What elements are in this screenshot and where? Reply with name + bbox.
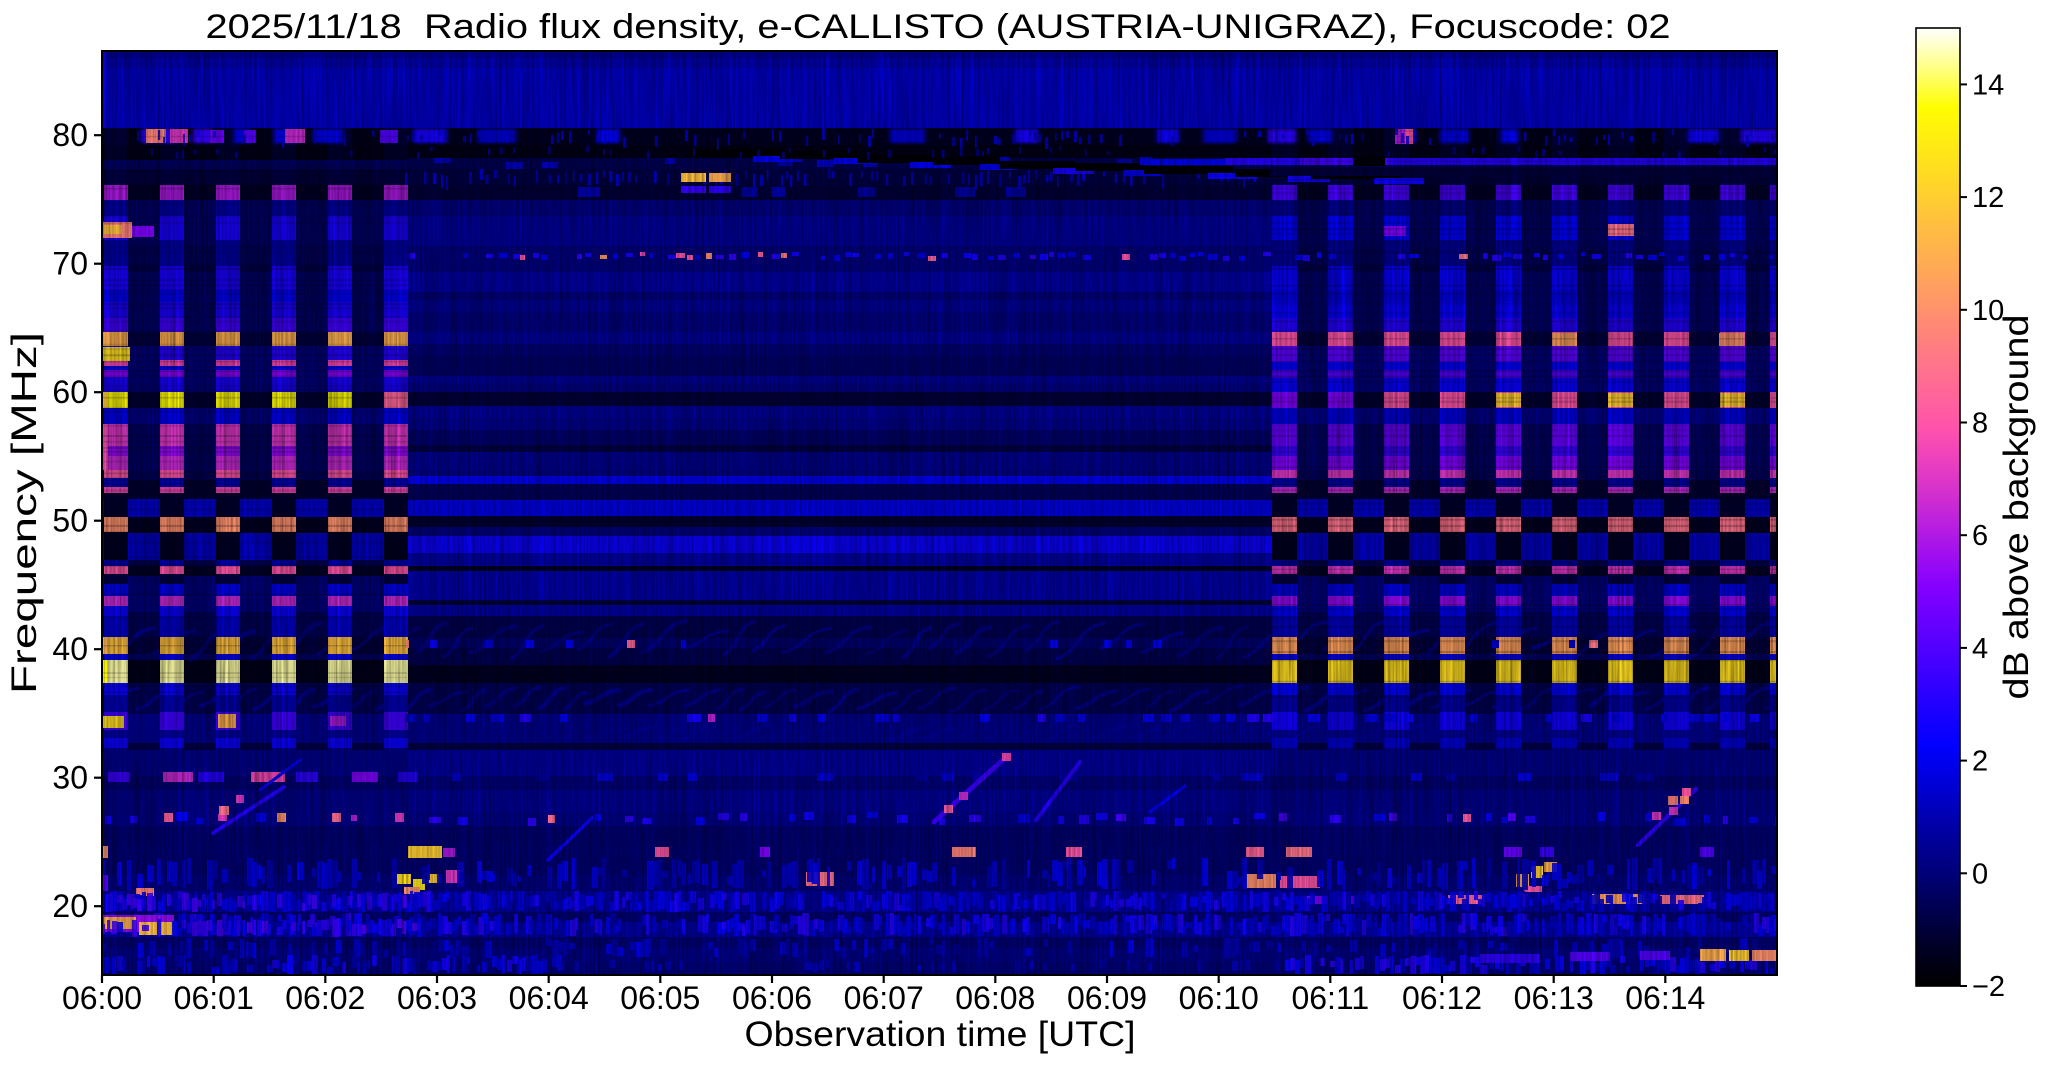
svg-text:06:09: 06:09 (1067, 980, 1147, 1016)
svg-text:30: 30 (52, 760, 88, 796)
svg-text:2025/11/18 Radio flux density: 2025/11/18 Radio flux density, e-CALLIST… (206, 8, 1671, 46)
svg-text:14: 14 (1972, 69, 2004, 101)
svg-text:Frequency [MHz]: Frequency [MHz] (5, 332, 44, 694)
svg-text:40: 40 (52, 631, 88, 667)
svg-text:06:05: 06:05 (620, 980, 700, 1016)
svg-text:dB above background: dB above background (1997, 315, 2036, 700)
svg-text:06:06: 06:06 (732, 980, 812, 1016)
svg-text:4: 4 (1972, 633, 1988, 665)
svg-text:−2: −2 (1972, 971, 2005, 1003)
svg-text:50: 50 (52, 503, 88, 539)
svg-text:06:03: 06:03 (397, 980, 477, 1016)
svg-text:06:11: 06:11 (1291, 980, 1369, 1016)
svg-text:06:10: 06:10 (1179, 980, 1259, 1016)
svg-text:06:04: 06:04 (509, 980, 589, 1016)
svg-text:60: 60 (52, 374, 88, 410)
svg-text:06:07: 06:07 (844, 980, 924, 1016)
svg-text:06:01: 06:01 (174, 980, 254, 1016)
svg-text:06:13: 06:13 (1514, 980, 1594, 1016)
svg-text:12: 12 (1972, 182, 2004, 214)
svg-text:06:08: 06:08 (955, 980, 1035, 1016)
svg-text:6: 6 (1972, 520, 1988, 552)
svg-text:80: 80 (52, 117, 88, 153)
svg-text:Observation time [UTC]: Observation time [UTC] (745, 1015, 1136, 1054)
svg-text:2: 2 (1972, 746, 1988, 778)
svg-text:06:12: 06:12 (1402, 980, 1482, 1016)
svg-text:70: 70 (52, 246, 88, 282)
svg-text:20: 20 (52, 888, 88, 924)
svg-text:06:14: 06:14 (1625, 980, 1705, 1016)
svg-text:10: 10 (1972, 295, 2004, 327)
svg-text:8: 8 (1972, 408, 1988, 440)
svg-text:06:00: 06:00 (62, 980, 142, 1016)
svg-text:0: 0 (1972, 858, 1988, 890)
svg-text:06:02: 06:02 (285, 980, 365, 1016)
